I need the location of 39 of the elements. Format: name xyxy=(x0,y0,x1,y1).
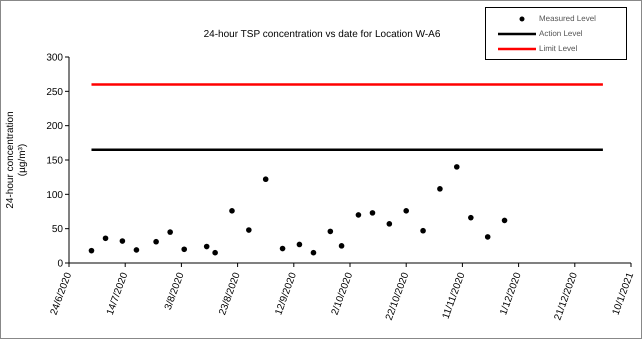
y-tick-label: 0 xyxy=(57,258,64,270)
y-tick-label: 100 xyxy=(46,190,64,201)
legend-label: Limit Level xyxy=(539,44,578,53)
point xyxy=(181,246,188,252)
point xyxy=(120,238,126,244)
point xyxy=(153,238,159,245)
point xyxy=(338,243,344,249)
legend-label: Action Level xyxy=(539,29,583,38)
point xyxy=(212,250,218,256)
point xyxy=(134,247,140,253)
chart-title: 24-hour TSP concentration vs date for Location W-A6 xyxy=(204,29,440,40)
y-tick-label: 50 xyxy=(52,224,64,236)
point xyxy=(296,242,302,248)
point xyxy=(102,235,108,242)
point xyxy=(437,186,443,192)
point xyxy=(502,218,508,224)
y-tick-label: 250 xyxy=(46,86,64,98)
point xyxy=(454,164,460,170)
y-tick-label: 150 xyxy=(46,156,64,167)
y-tick-label: 200 xyxy=(46,121,64,132)
point xyxy=(88,248,94,254)
point xyxy=(468,214,474,220)
point xyxy=(280,246,286,252)
point xyxy=(420,228,426,234)
point xyxy=(310,250,316,256)
point xyxy=(356,212,362,218)
point xyxy=(246,227,252,233)
legend-label: Measured Level xyxy=(539,14,596,23)
point xyxy=(167,229,173,235)
point xyxy=(262,176,268,182)
point xyxy=(484,234,490,240)
point xyxy=(386,221,392,227)
point xyxy=(403,208,409,214)
point xyxy=(370,210,376,216)
point xyxy=(229,208,235,214)
y-axis-title: 24-hour concentration (µg/m³) xyxy=(5,111,28,209)
y-tick-label: 300 xyxy=(46,52,64,64)
point xyxy=(204,244,210,250)
point xyxy=(328,228,334,234)
